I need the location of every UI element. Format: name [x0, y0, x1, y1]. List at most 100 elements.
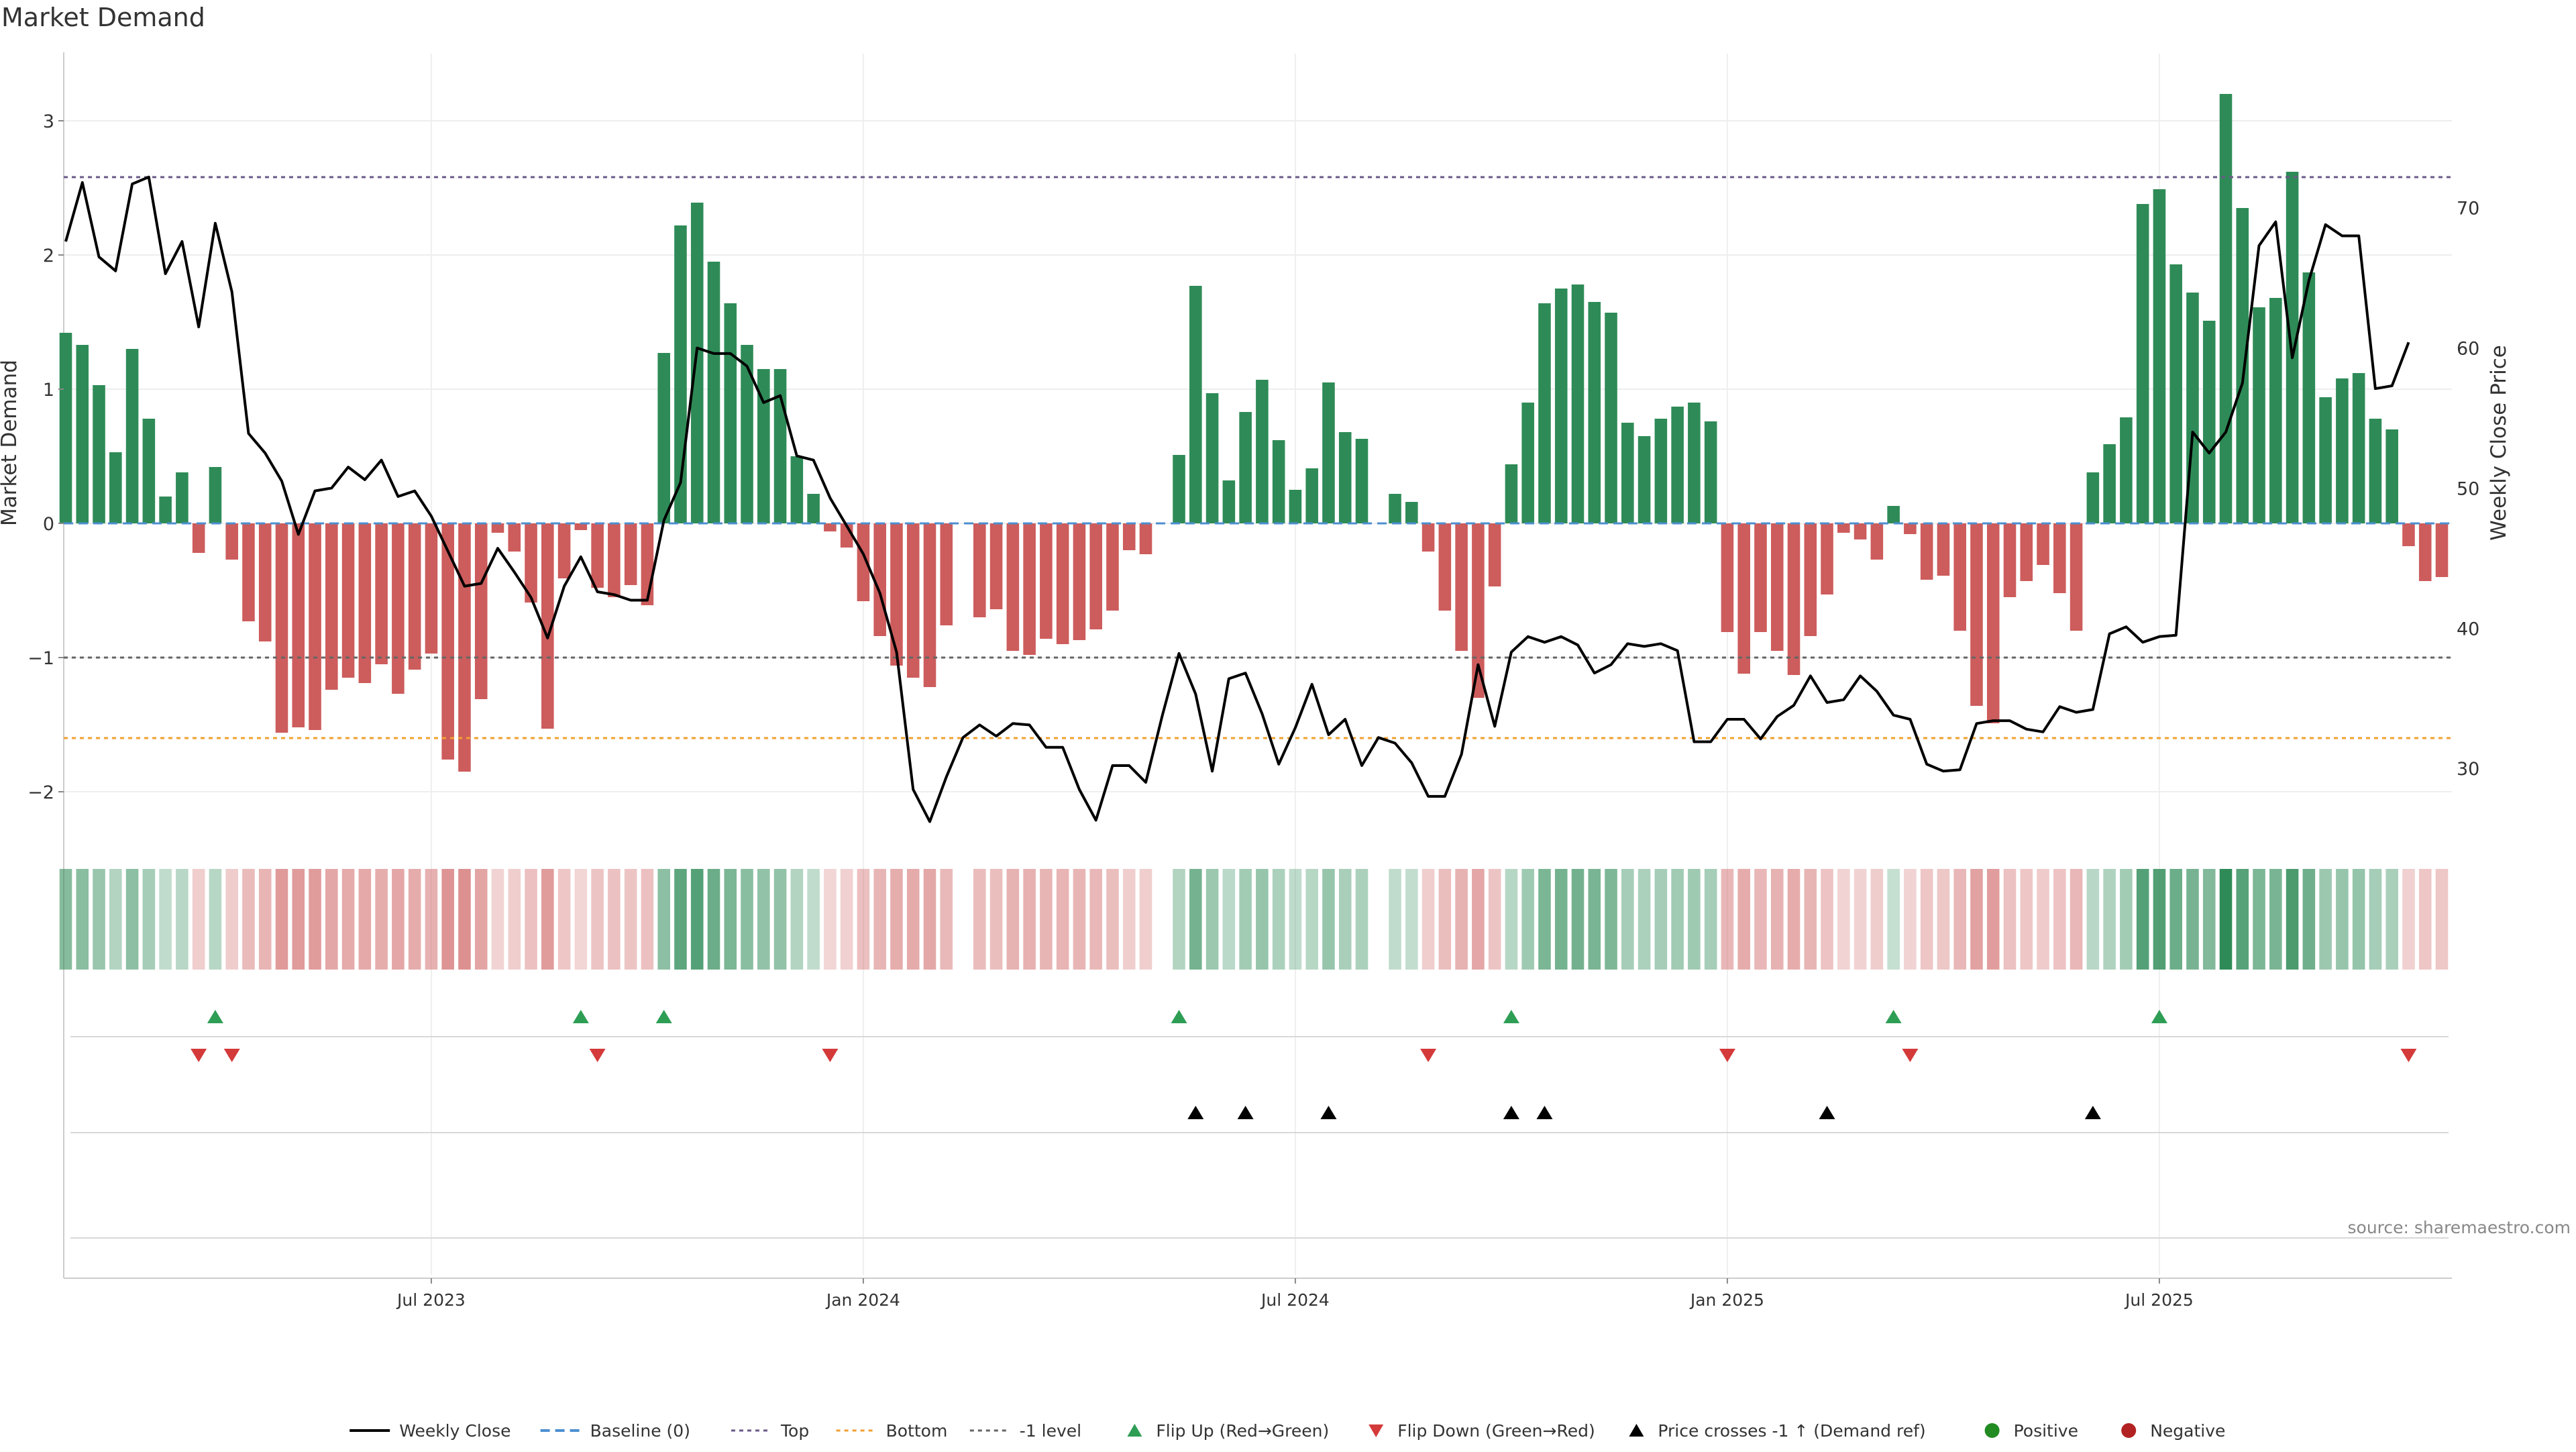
demand-bar-negative — [557, 523, 571, 578]
demand-bar-negative — [1488, 523, 1501, 586]
legend-swatch-flip-up — [1127, 1424, 1142, 1437]
legend-label-minus-one: -1 level — [1020, 1421, 1081, 1441]
heat-cell-positive — [1554, 869, 1568, 970]
heat-cell-positive — [1338, 869, 1352, 970]
heat-cell-positive — [1505, 869, 1518, 970]
demand-bar-positive — [2253, 307, 2265, 523]
heat-cell-positive — [1887, 869, 1900, 970]
demand-bar-positive — [176, 472, 189, 523]
heat-cell-positive — [1704, 869, 1717, 970]
demand-bar-negative — [525, 523, 537, 603]
demand-bar-negative — [940, 523, 953, 625]
heat-cell-negative — [1937, 869, 1950, 970]
heat-cell-negative — [1040, 869, 1053, 970]
y2-tick-label: 50 — [2457, 478, 2479, 499]
heat-cell-negative — [375, 869, 388, 970]
flip-up-marker — [2151, 1010, 2167, 1023]
y2-axis-label: Weekly Close Price — [2487, 345, 2511, 541]
demand-bar-positive — [1389, 494, 1401, 523]
heat-cell-negative — [624, 869, 637, 970]
demand-bar-positive — [59, 333, 72, 523]
demand-bar-negative — [375, 523, 388, 664]
demand-bar-negative — [325, 523, 338, 690]
demand-bar-negative — [923, 523, 936, 687]
heat-cell-negative — [425, 869, 438, 970]
heat-cell-positive — [2219, 869, 2233, 970]
demand-bar-negative — [408, 523, 421, 670]
heat-cell-positive — [2086, 869, 2100, 970]
demand-bar-positive — [142, 419, 156, 523]
heat-cell-negative — [2037, 869, 2049, 970]
price-cross-marker — [1536, 1106, 1553, 1119]
heat-cell-negative — [1953, 869, 1966, 970]
heat-cell-positive — [2302, 869, 2316, 970]
legend-label-negative: Negative — [2150, 1421, 2225, 1441]
heat-cell-negative — [275, 869, 288, 970]
heat-cell-positive — [2253, 869, 2265, 970]
heat-cell-positive — [1588, 869, 1601, 970]
heat-cell-negative — [225, 869, 238, 970]
heat-cell-negative — [1837, 869, 1850, 970]
heat-cell-positive — [1173, 869, 1185, 970]
flip-up-marker — [1171, 1010, 1187, 1023]
demand-bar-positive — [1205, 393, 1219, 523]
heat-cell-negative — [408, 869, 421, 970]
heat-cell-positive — [1605, 869, 1617, 970]
y2-tick-label: 60 — [2457, 339, 2479, 360]
demand-bar-positive — [1521, 403, 1534, 523]
heat-cell-negative — [1870, 869, 1884, 970]
heat-cell-positive — [1305, 869, 1318, 970]
heat-cell-positive — [93, 869, 105, 970]
demand-bar-positive — [2352, 373, 2365, 523]
demand-bar-positive — [1671, 407, 1684, 523]
demand-bar-negative — [392, 523, 405, 694]
heat-cell-negative — [574, 869, 588, 970]
demand-bar-positive — [1405, 502, 1418, 523]
demand-bar-negative — [2435, 523, 2449, 577]
heat-cell-negative — [1770, 869, 1784, 970]
demand-bar-negative — [192, 523, 205, 553]
heat-cell-positive — [2336, 869, 2349, 970]
heat-cell-positive — [1654, 869, 1668, 970]
heat-cell-positive — [2352, 869, 2365, 970]
demand-bar-positive — [724, 303, 737, 523]
heat-cell-positive — [674, 869, 687, 970]
flip-down-marker — [2400, 1049, 2417, 1062]
demand-bar-negative — [1106, 523, 1119, 611]
demand-bar-positive — [2103, 444, 2116, 523]
legend-label-top: Top — [780, 1421, 809, 1441]
heat-cell-negative — [1056, 869, 1069, 970]
y-tick-label: 3 — [43, 111, 54, 132]
heat-cell-negative — [1472, 869, 1485, 970]
heat-cell-positive — [1256, 869, 1269, 970]
heat-cell-negative — [1804, 869, 1817, 970]
demand-bar-negative — [541, 523, 554, 729]
heat-cell-negative — [2020, 869, 2033, 970]
demand-bar-negative — [292, 523, 305, 727]
heat-cell-positive — [1405, 869, 1418, 970]
flip-down-marker — [191, 1049, 207, 1062]
heat-cell-positive — [1688, 869, 1701, 970]
heat-cell-positive — [657, 869, 670, 970]
demand-bar-positive — [1588, 302, 1601, 523]
demand-bar-positive — [773, 369, 787, 523]
demand-bar-negative — [1787, 523, 1801, 675]
demand-bar-negative — [1455, 523, 1468, 651]
y-tick-label: 0 — [43, 514, 54, 535]
x-tick-label: Jul 2024 — [1260, 1290, 1330, 1310]
heat-cell-positive — [1521, 869, 1534, 970]
heat-cell-positive — [1355, 869, 1368, 970]
heat-cell-negative — [1073, 869, 1086, 970]
heat-cell-negative — [1488, 869, 1501, 970]
demand-bar-negative — [591, 523, 604, 588]
demand-bar-positive — [690, 203, 704, 523]
heat-cell-positive — [2186, 869, 2199, 970]
y2-tick-label: 40 — [2457, 619, 2479, 639]
legend-label-price-cross: Price crosses -1 ↑ (Demand ref) — [1658, 1421, 1925, 1441]
heat-cell-positive — [2369, 869, 2382, 970]
demand-bar-negative — [309, 523, 321, 730]
legend-label-flip-down: Flip Down (Green→Red) — [1397, 1421, 1595, 1441]
demand-bar-negative — [425, 523, 438, 654]
heat-cell-negative — [1023, 869, 1036, 970]
